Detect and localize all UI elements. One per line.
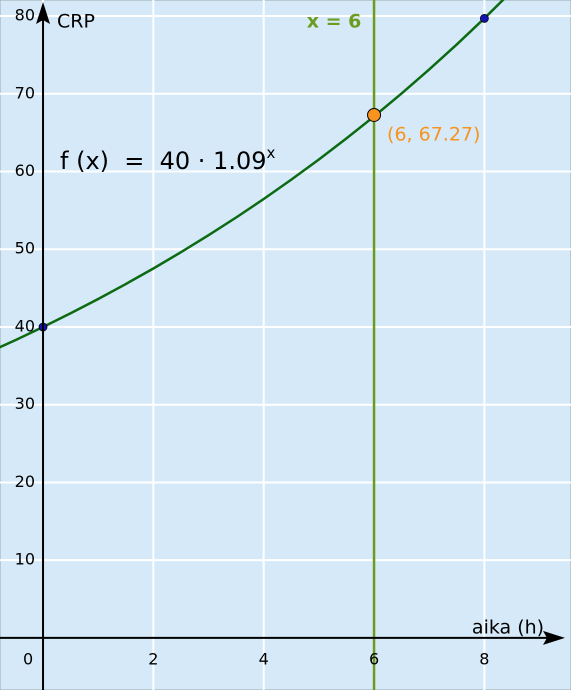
- point: [479, 13, 489, 23]
- formula-base: f (x) = 40 · 1.09: [60, 147, 267, 175]
- x-tick-label: 8: [479, 649, 489, 668]
- highlight-label: (6, 67.27): [387, 123, 480, 145]
- x-axis-arrow: [543, 630, 565, 645]
- y-tick-label: 40: [15, 316, 35, 335]
- y-tick-label: 50: [15, 239, 35, 258]
- y-axis-arrow: [36, 2, 51, 24]
- highlight-point: [367, 107, 382, 122]
- x-tick-label: 4: [259, 649, 269, 668]
- formula: f (x) = 40 · 1.09x: [60, 144, 276, 176]
- y-tick-label: 80: [15, 6, 35, 25]
- y-tick-label: 20: [15, 472, 35, 491]
- x-tick-label: 0: [23, 649, 33, 668]
- marks: [0, 0, 505, 690]
- vertical-line-label: x = 6: [307, 11, 362, 33]
- y-tick-label: 60: [15, 161, 35, 180]
- y-tick-label: 10: [15, 550, 35, 569]
- x-tick-label: 6: [369, 649, 379, 668]
- x-tick-label: 2: [148, 649, 158, 668]
- formula-exponent: x: [267, 144, 276, 162]
- y-tick-label: 30: [15, 394, 35, 413]
- y-tick-label: 70: [15, 83, 35, 102]
- function-curve: [0, 0, 505, 349]
- x-axis-label: aika (h): [472, 617, 544, 639]
- y-axis-label: CRP: [57, 11, 95, 33]
